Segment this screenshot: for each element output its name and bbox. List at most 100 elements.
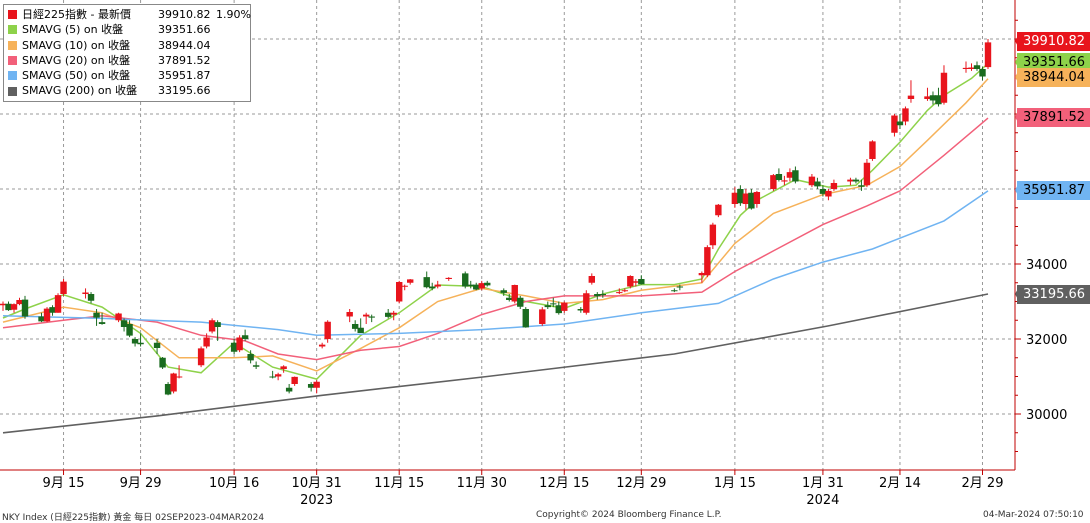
candle	[808, 174, 816, 188]
candle	[473, 282, 480, 291]
candle-body	[208, 320, 216, 332]
candle-body	[561, 302, 568, 311]
candle	[214, 320, 221, 341]
candle	[197, 346, 205, 368]
candle	[5, 301, 12, 311]
candle	[60, 279, 67, 296]
candle	[407, 279, 414, 285]
candle	[896, 114, 904, 129]
axis-tag-price: 39910.82	[1017, 31, 1090, 51]
candle	[753, 190, 761, 208]
candle-body	[742, 193, 750, 204]
candle	[16, 297, 23, 306]
candle	[709, 222, 717, 249]
legend-name: SMAVG (20) on 收盤	[22, 53, 131, 67]
y-tick-label: 34000	[1026, 258, 1067, 273]
candle-body	[902, 108, 909, 122]
candle	[307, 382, 315, 392]
candle-body	[819, 189, 827, 194]
candle-body	[627, 276, 634, 287]
candle-body	[929, 95, 937, 101]
candle	[351, 320, 359, 332]
candle	[445, 277, 452, 281]
legend-swatch-price	[8, 10, 17, 20]
candle	[929, 91, 937, 105]
candle	[401, 284, 408, 291]
candle-body	[285, 387, 293, 392]
x-tick-label: 10月 16	[209, 476, 259, 491]
candle-body	[131, 339, 139, 344]
candle-body	[252, 365, 260, 367]
candle-body	[984, 42, 992, 68]
candle	[93, 309, 100, 326]
x-tick-label: 1月 15	[714, 476, 756, 491]
candle	[748, 189, 755, 210]
candle-body	[10, 304, 18, 310]
candle	[786, 168, 794, 182]
candle-body	[583, 293, 590, 313]
candle-body	[979, 69, 986, 77]
candle-body	[863, 162, 871, 186]
candle	[555, 301, 562, 315]
candle	[561, 301, 568, 313]
candle-body	[197, 348, 205, 366]
candle-body	[324, 321, 331, 339]
candle-body	[792, 170, 799, 182]
candle	[847, 177, 854, 186]
legend-value: 37891.52	[158, 53, 211, 67]
candle	[82, 288, 89, 299]
candle-body	[698, 273, 706, 276]
candle-body	[407, 279, 414, 283]
moving-average-lines	[2, 62, 989, 434]
candle	[973, 61, 981, 71]
candle	[599, 290, 607, 298]
y-tick-label: 32000	[1026, 333, 1067, 348]
axis-tag-sma5: 39351.66	[1017, 52, 1090, 72]
candle-body	[87, 294, 95, 301]
x-tick-label: 12月 29	[616, 476, 666, 491]
candle-body	[676, 286, 684, 288]
candle	[825, 189, 832, 201]
candle-body	[203, 337, 210, 347]
candle-body	[159, 357, 166, 368]
x-tick-label: 10月 31	[292, 476, 342, 491]
candle-body	[781, 180, 788, 182]
candle	[274, 372, 282, 381]
candle-body	[671, 290, 678, 292]
candle	[962, 61, 970, 73]
candle	[632, 279, 640, 287]
candle-body	[280, 366, 287, 369]
candle-body	[384, 312, 392, 317]
legend-value: 35951.87	[158, 69, 211, 83]
candle	[170, 372, 177, 394]
x-tick-label: 12月 15	[539, 476, 589, 491]
candle-body	[935, 95, 942, 105]
candle	[120, 318, 128, 332]
candle	[43, 307, 51, 323]
candle-body	[120, 320, 128, 327]
candle-body	[357, 327, 364, 333]
candle-body	[709, 224, 717, 246]
axis-tag-sma200: 33195.66	[1017, 284, 1090, 304]
candle	[863, 159, 871, 188]
candle	[940, 65, 948, 105]
candle-body	[924, 96, 931, 99]
footer-copyright: Copyright© 2024 Bloomberg Finance L.P.	[536, 510, 722, 520]
candle	[49, 305, 56, 316]
legend-swatch-sma50	[8, 71, 17, 81]
candle-body	[539, 309, 546, 324]
candle	[671, 288, 678, 293]
candle-body	[21, 299, 29, 317]
candle-body	[396, 282, 403, 302]
candle	[429, 282, 436, 291]
candle	[324, 320, 331, 343]
legend-value: 38944.04	[158, 38, 211, 52]
legend-row-sma50: SMAVG (50) on 收盤 35951.87	[8, 68, 246, 83]
candle	[968, 63, 975, 71]
legend-row-price: 日經225指數 - 最新價 39910.82 1.90%	[8, 7, 251, 22]
candle-body	[473, 284, 480, 290]
legend-value: 39351.66	[158, 23, 211, 37]
legend-name: SMAVG (5) on 收盤	[22, 23, 124, 37]
candle-body	[830, 183, 838, 189]
